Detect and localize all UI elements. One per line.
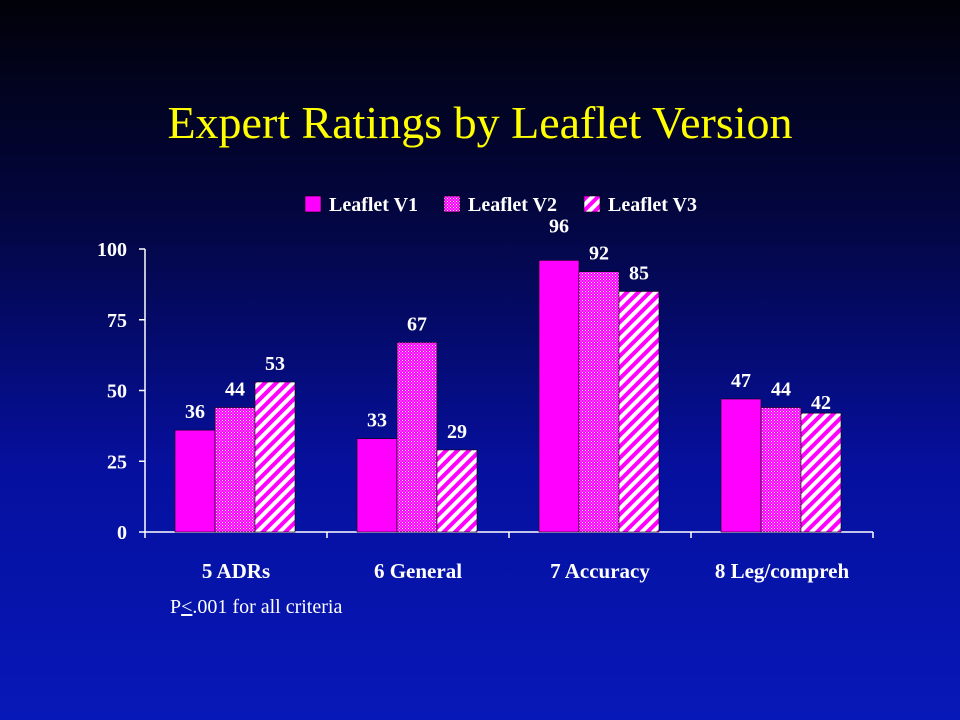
data-labels-group: 36 44 53 33 67 29 96 92 85 47 44 42: [185, 215, 831, 443]
x-tick-label: 7 Accuracy: [550, 559, 650, 583]
legend-swatch-leaflet-v1: [304, 195, 322, 213]
legend-label-leaflet-v3: Leaflet V3: [608, 194, 697, 216]
x-axis: 5 ADRs 6 General 7 Accuracy 8 Leg/compreh: [144, 531, 874, 583]
data-label-leaflet-v2-7-accuracy: 92: [589, 243, 609, 265]
bar-leaflet-v3-8-leg-compreh: [800, 412, 842, 533]
footnote-text: .001 for all criteria: [192, 596, 343, 618]
data-label-leaflet-v3-6-general: 29: [447, 421, 467, 443]
footnote-operator: <: [181, 596, 193, 618]
bar-leaflet-v2-6-general: [396, 342, 438, 533]
data-label-leaflet-v2-5-adrs: 44: [225, 378, 245, 400]
footnote-prefix: P: [170, 596, 182, 618]
data-label-leaflet-v2-8-leg-compreh: 44: [771, 378, 791, 400]
bar-leaflet-v3-7-accuracy: [618, 291, 660, 533]
bar-leaflet-v2-5-adrs: [214, 407, 256, 533]
bar-leaflet-v2-8-leg-compreh: [760, 407, 802, 533]
data-label-leaflet-v3-8-leg-compreh: 42: [811, 392, 831, 414]
data-label-leaflet-v1-6-general: 33: [367, 410, 387, 432]
bars-group: [174, 260, 842, 533]
data-label-leaflet-v1-8-leg-compreh: 47: [731, 370, 751, 392]
y-tick-label: 50: [107, 381, 127, 403]
bar-leaflet-v3-6-general: [436, 449, 478, 533]
y-tick-label: 75: [107, 310, 127, 332]
y-axis: 0 25 50 75 100: [97, 239, 146, 544]
y-tick-label: 0: [117, 522, 127, 544]
bar-leaflet-v1-6-general: [356, 438, 398, 533]
bar-leaflet-v1-5-adrs: [174, 429, 216, 533]
bar-leaflet-v1-8-leg-compreh: [720, 398, 762, 533]
slide-title: Expert Ratings by Leaflet Version: [167, 97, 793, 148]
legend-label-leaflet-v2: Leaflet V2: [468, 194, 557, 216]
bar-leaflet-v2-7-accuracy: [578, 271, 620, 533]
legend-swatch-leaflet-v3: [583, 195, 601, 213]
data-label-leaflet-v1-7-accuracy: 96: [549, 215, 569, 237]
y-tick-label: 100: [97, 239, 127, 261]
data-label-leaflet-v3-7-accuracy: 85: [629, 262, 649, 284]
x-tick-label: 6 General: [374, 559, 462, 583]
x-tick-label: 5 ADRs: [202, 559, 270, 583]
x-tick-label: 8 Leg/compreh: [715, 559, 850, 583]
data-label-leaflet-v2-6-general: 67: [407, 313, 427, 335]
bar-leaflet-v3-5-adrs: [254, 381, 296, 533]
chart-legend: Leaflet V1 Leaflet V2 Leaflet V3: [304, 194, 697, 216]
bar-leaflet-v1-7-accuracy: [538, 260, 580, 533]
data-label-leaflet-v1-5-adrs: 36: [185, 401, 205, 423]
legend-label-leaflet-v1: Leaflet V1: [329, 194, 418, 216]
footnote: P<.001 for all criteria: [170, 596, 342, 619]
data-label-leaflet-v3-5-adrs: 53: [265, 353, 285, 375]
legend-swatch-leaflet-v2: [443, 195, 461, 213]
y-tick-label: 25: [107, 451, 127, 473]
